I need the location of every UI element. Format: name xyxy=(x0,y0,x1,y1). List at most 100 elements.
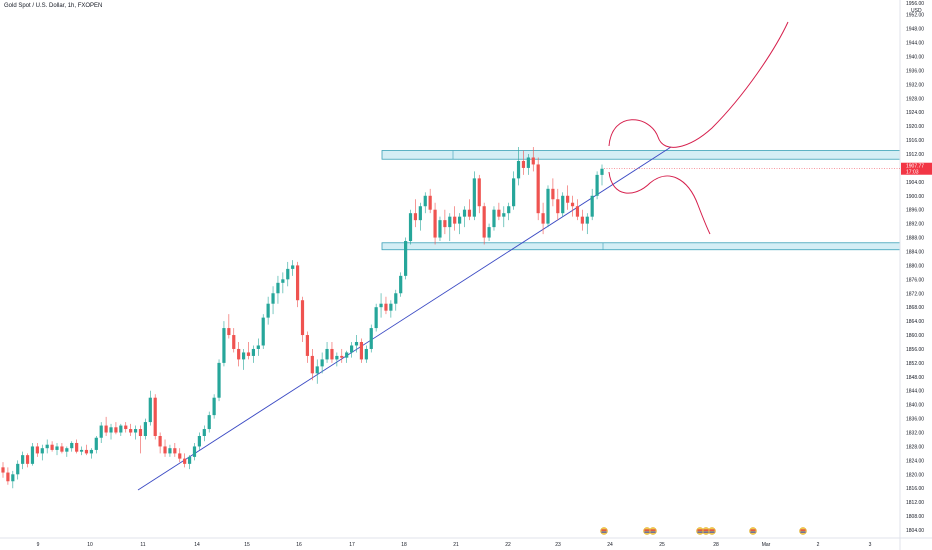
candle-body xyxy=(575,206,580,217)
candle xyxy=(94,436,98,454)
candle xyxy=(295,261,300,308)
bearish-projection xyxy=(608,171,711,235)
y-tick-label: 1864.00 xyxy=(906,319,924,325)
candle xyxy=(163,439,167,457)
current-price-value: 1907.77 xyxy=(906,164,924,170)
y-tick-label: 1812.00 xyxy=(906,500,924,506)
candle-body xyxy=(1,467,5,473)
candle-body xyxy=(178,453,182,459)
candle-body xyxy=(497,209,501,217)
candle-body xyxy=(173,448,177,454)
x-tick-label: 23 xyxy=(555,542,561,548)
candle xyxy=(384,296,388,315)
candle xyxy=(291,260,295,276)
event-marker xyxy=(799,527,807,535)
candle-body xyxy=(443,220,447,228)
candle xyxy=(448,213,452,242)
candle-body xyxy=(349,345,354,353)
y-tick-label: 1912.00 xyxy=(906,152,924,158)
price-axis: 1804.00 1808.00 1812.00 1816.00 1820.00 1824.… xyxy=(604,0,932,550)
candle xyxy=(423,192,427,214)
candle xyxy=(389,300,393,318)
candle-body xyxy=(158,436,162,447)
x-tick-label: 28 xyxy=(713,542,719,548)
y-tick-label: 1816.00 xyxy=(906,486,924,492)
us-flag-stripe xyxy=(703,529,709,531)
y-tick-label: 1828.00 xyxy=(906,444,924,450)
candle-body xyxy=(462,209,467,217)
y-tick-label: 1888.00 xyxy=(906,236,924,242)
candle-body xyxy=(384,303,388,311)
candle-body xyxy=(394,293,398,304)
candle-body xyxy=(79,449,84,452)
candle-body xyxy=(482,206,486,238)
candle-body xyxy=(217,362,221,398)
us-flag-stripe xyxy=(644,529,650,531)
candle xyxy=(516,147,521,186)
candle-body xyxy=(291,265,295,269)
candle-body xyxy=(251,348,256,356)
candle xyxy=(512,171,516,210)
candle xyxy=(45,439,49,454)
candle-body xyxy=(256,345,260,349)
candle xyxy=(359,338,364,363)
candle xyxy=(75,439,79,454)
candle xyxy=(276,275,280,304)
candle-body xyxy=(21,455,25,464)
candle xyxy=(30,442,35,466)
event-marker xyxy=(749,527,757,535)
candle-body xyxy=(300,300,305,336)
candle xyxy=(335,352,339,367)
candle xyxy=(462,206,467,228)
candle-body xyxy=(536,164,540,214)
candle xyxy=(124,422,128,433)
us-flag-stripe xyxy=(750,529,756,531)
y-tick-label: 1804.00 xyxy=(906,528,924,534)
candle-body xyxy=(30,446,35,464)
candle xyxy=(158,432,162,454)
candle xyxy=(261,314,265,349)
x-tick-label: 11 xyxy=(140,542,145,548)
x-tick-label: Mar xyxy=(762,542,771,548)
candle-body xyxy=(315,366,319,374)
candle-body xyxy=(202,429,206,437)
candle-body xyxy=(133,429,138,433)
candle-body xyxy=(570,202,575,207)
y-tick-label: 1844.00 xyxy=(906,389,924,395)
trendline xyxy=(137,146,672,491)
candle-body xyxy=(138,429,143,437)
candle-body xyxy=(580,216,584,224)
candle xyxy=(70,441,74,452)
candle-body xyxy=(25,455,30,464)
candle-body xyxy=(246,352,251,356)
candle-body xyxy=(192,446,197,457)
candle xyxy=(246,342,251,360)
candle-body xyxy=(374,307,378,329)
candle xyxy=(585,213,589,235)
y-tick-label: 1832.00 xyxy=(906,431,924,437)
y-tick-label: 1936.00 xyxy=(906,68,924,74)
candle xyxy=(138,425,143,454)
candle xyxy=(35,442,39,457)
candle xyxy=(207,411,211,433)
candle-body xyxy=(404,241,408,276)
candle-body xyxy=(50,444,54,450)
candle xyxy=(187,455,192,470)
candle-body xyxy=(590,195,594,217)
candle xyxy=(148,390,152,426)
y-tick-label: 1868.00 xyxy=(906,305,924,311)
candle-body xyxy=(600,168,604,175)
candle-body xyxy=(487,227,491,238)
candle xyxy=(114,422,118,435)
candle xyxy=(178,448,182,463)
candle xyxy=(399,272,403,297)
candle xyxy=(153,394,157,440)
candle-body xyxy=(585,216,589,224)
candle xyxy=(109,423,113,440)
candle xyxy=(192,442,197,461)
candle xyxy=(173,442,177,457)
candle-body xyxy=(75,442,79,452)
candle-body xyxy=(541,213,545,224)
y-tick-label: 1876.00 xyxy=(906,277,924,283)
